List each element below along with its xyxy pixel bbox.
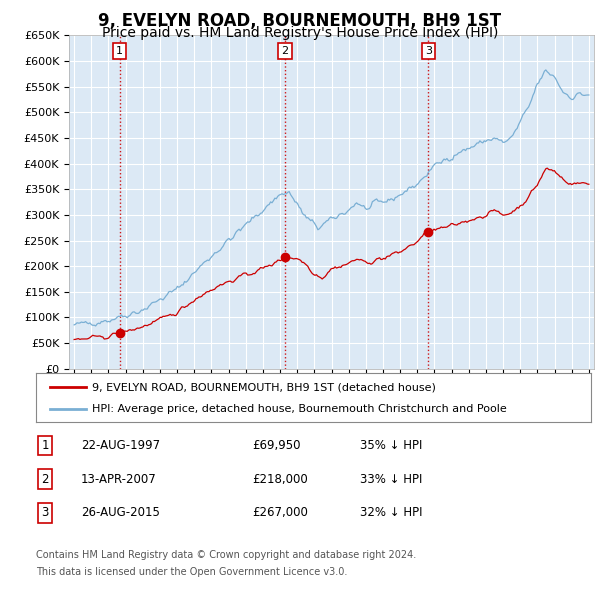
Text: 32% ↓ HPI: 32% ↓ HPI bbox=[360, 506, 422, 519]
Text: 2: 2 bbox=[41, 473, 49, 486]
Text: 9, EVELYN ROAD, BOURNEMOUTH, BH9 1ST (detached house): 9, EVELYN ROAD, BOURNEMOUTH, BH9 1ST (de… bbox=[91, 382, 436, 392]
Text: 22-AUG-1997: 22-AUG-1997 bbox=[81, 439, 160, 452]
Text: 35% ↓ HPI: 35% ↓ HPI bbox=[360, 439, 422, 452]
Text: 26-AUG-2015: 26-AUG-2015 bbox=[81, 506, 160, 519]
Text: 13-APR-2007: 13-APR-2007 bbox=[81, 473, 157, 486]
Text: £267,000: £267,000 bbox=[252, 506, 308, 519]
Text: 3: 3 bbox=[425, 46, 432, 56]
Text: 2: 2 bbox=[281, 46, 289, 56]
Text: Contains HM Land Registry data © Crown copyright and database right 2024.: Contains HM Land Registry data © Crown c… bbox=[36, 550, 416, 559]
Text: 1: 1 bbox=[41, 439, 49, 452]
Text: 9, EVELYN ROAD, BOURNEMOUTH, BH9 1ST: 9, EVELYN ROAD, BOURNEMOUTH, BH9 1ST bbox=[98, 12, 502, 30]
Text: 33% ↓ HPI: 33% ↓ HPI bbox=[360, 473, 422, 486]
Text: 1: 1 bbox=[116, 46, 123, 56]
Text: £69,950: £69,950 bbox=[252, 439, 301, 452]
Text: This data is licensed under the Open Government Licence v3.0.: This data is licensed under the Open Gov… bbox=[36, 568, 347, 577]
Text: HPI: Average price, detached house, Bournemouth Christchurch and Poole: HPI: Average price, detached house, Bour… bbox=[91, 404, 506, 414]
Text: Price paid vs. HM Land Registry's House Price Index (HPI): Price paid vs. HM Land Registry's House … bbox=[102, 26, 498, 40]
Text: £218,000: £218,000 bbox=[252, 473, 308, 486]
Text: 3: 3 bbox=[41, 506, 49, 519]
